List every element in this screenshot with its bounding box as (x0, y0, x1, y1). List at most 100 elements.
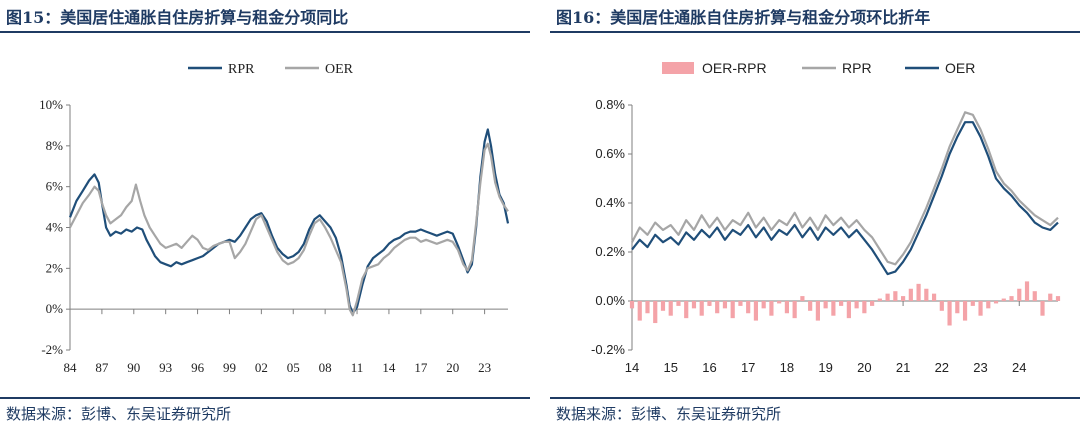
area-bar-oer-rpr (947, 301, 952, 326)
area-bar-oer-rpr (854, 301, 859, 309)
area-bar-oer-rpr (792, 301, 797, 319)
area-bar-oer-rpr (986, 301, 991, 309)
line-chart-rpr-oer-yoy: -2% 0% 2% 4% 6% 8% 10% 84 87 90 93 96 99 02 05 08 11 14 17… (39, 62, 510, 375)
area-bar-oer-rpr (993, 301, 999, 304)
x-tick-label: 22 (935, 360, 949, 375)
area-bar-oer-rpr (784, 301, 790, 314)
y-tick-label: -2% (41, 342, 63, 357)
y-tick-label: 0.2% (595, 244, 625, 259)
x-tick-label: 05 (287, 360, 300, 375)
area-bar-oer-rpr (676, 301, 681, 306)
area-bar-oer-rpr (1040, 301, 1045, 316)
y-tick-label: 10% (39, 97, 63, 112)
x-tick-label: 99 (223, 360, 236, 375)
x-tick-label: 14 (382, 360, 396, 375)
y-tick-label: 0% (46, 301, 64, 316)
area-bar-oer-rpr (722, 301, 728, 309)
x-tick-label: 17 (741, 360, 755, 375)
area-bar-oer-rpr (1048, 293, 1053, 301)
legend-label: RPR (228, 62, 255, 77)
area-bar-oer-rpr (900, 296, 906, 301)
area-bar-oer-rpr (931, 293, 937, 301)
area-bar-oer-rpr (846, 301, 851, 319)
x-tick-label: 96 (191, 360, 205, 375)
y-tick-label: -0.2% (591, 342, 625, 357)
area-bar-oer-rpr (715, 301, 720, 314)
area-bar-oer-rpr (691, 301, 697, 309)
x-tick-label: 87 (95, 360, 109, 375)
legend-label: OER (325, 62, 354, 77)
x-tick-label: 17 (414, 360, 428, 375)
area-bar-oer-rpr (1009, 296, 1014, 301)
area-bar-oer-rpr (955, 301, 960, 314)
area-bar-oer-rpr (753, 301, 759, 321)
x-tick-label: 11 (351, 360, 364, 375)
area-bar-oer-rpr (746, 301, 751, 314)
series-line-rpr (68, 128, 510, 315)
legend-label: RPR (842, 60, 872, 76)
area-bar-oer-rpr (629, 301, 635, 309)
area-bar-oer-rpr (908, 288, 913, 301)
area-bar-oer-rpr (1017, 288, 1022, 301)
series-line-oer (631, 121, 1059, 276)
area-bar-oer-rpr (684, 301, 689, 319)
source-rule (0, 397, 530, 399)
area-bar-oer-rpr (862, 301, 867, 314)
area-bar-oer-rpr (831, 301, 836, 316)
area-bar-oer-rpr (730, 301, 735, 319)
x-tick-label: 24 (1012, 360, 1026, 375)
chart-panel-right: 图16：美国居住通胀自住房折算与租金分项环比折年 -0.2% 0.0% 0.2% 0.… (550, 0, 1080, 430)
y-tick-label: 8% (46, 138, 64, 153)
x-tick-label: 15 (663, 360, 677, 375)
title-rule (550, 31, 1080, 33)
legend-label: OER-RPR (702, 60, 767, 76)
y-tick-label: 6% (46, 179, 64, 194)
x-tick-label: 08 (319, 360, 332, 375)
x-tick-label: 16 (702, 360, 716, 375)
area-bar-oer-rpr (939, 301, 944, 311)
y-tick-label: 0.8% (595, 97, 625, 112)
chart-panel-left: 图15：美国居住通胀自住房折算与租金分项同比 -2% 0% 2% 4% 6% 8% 10% 8… (0, 0, 530, 430)
area-bar-oer-rpr (761, 301, 766, 309)
chart-title: 图15：美国居住通胀自住房折算与租金分项同比 (6, 8, 349, 27)
area-bar-oer-rpr (970, 301, 975, 306)
area-bar-oer-rpr (769, 301, 774, 316)
area-bar-oer-rpr (885, 293, 890, 301)
y-tick-label: 0.4% (595, 195, 625, 210)
area-bar-oer-rpr (877, 298, 882, 301)
area-bar-oer-rpr (962, 301, 968, 321)
y-tick-label: 0.0% (595, 293, 625, 308)
area-bar-oer-rpr (916, 283, 921, 301)
area-bar-oer-rpr (1001, 298, 1006, 301)
x-tick-label: 14 (625, 360, 639, 375)
area-bar-oer-rpr (870, 301, 875, 306)
chart-source: 数据来源：彭博、东吴证券研究所 (6, 405, 232, 423)
area-bar-oer-rpr (823, 301, 828, 309)
x-tick-label: 23 (973, 360, 987, 375)
area-bar-oer-rpr (738, 301, 743, 306)
area-bar-oer-rpr (637, 301, 642, 321)
legend-swatch (662, 62, 694, 74)
source-rule (550, 397, 1080, 399)
x-tick-label: 19 (818, 360, 832, 375)
x-tick-label: 20 (857, 360, 871, 375)
x-tick-label: 02 (255, 360, 268, 375)
area-bar-oer-rpr (660, 301, 666, 311)
x-tick-label: 23 (478, 360, 491, 375)
chart-source: 数据来源：彭博、东吴证券研究所 (556, 405, 782, 423)
series-line-rpr (631, 111, 1059, 266)
area-bar-oer-rpr (653, 301, 658, 324)
area-bar-oer-rpr (893, 291, 898, 301)
area-bar-oer-rpr (808, 301, 813, 311)
y-tick-label: 0.6% (595, 146, 625, 161)
title-rule (0, 31, 530, 33)
area-bar-oer-rpr (1032, 291, 1037, 301)
x-tick-label: 21 (896, 360, 910, 375)
area-bar-oer-rpr (1055, 296, 1061, 301)
x-tick-label: 84 (64, 360, 78, 375)
series-line-oer (69, 142, 509, 317)
area-bar-oer-rpr (777, 301, 782, 304)
y-tick-label: 2% (46, 260, 64, 275)
area-bar-oer-rpr (800, 296, 805, 301)
chart-title: 图16：美国居住通胀自住房折算与租金分项环比折年 (556, 8, 931, 27)
